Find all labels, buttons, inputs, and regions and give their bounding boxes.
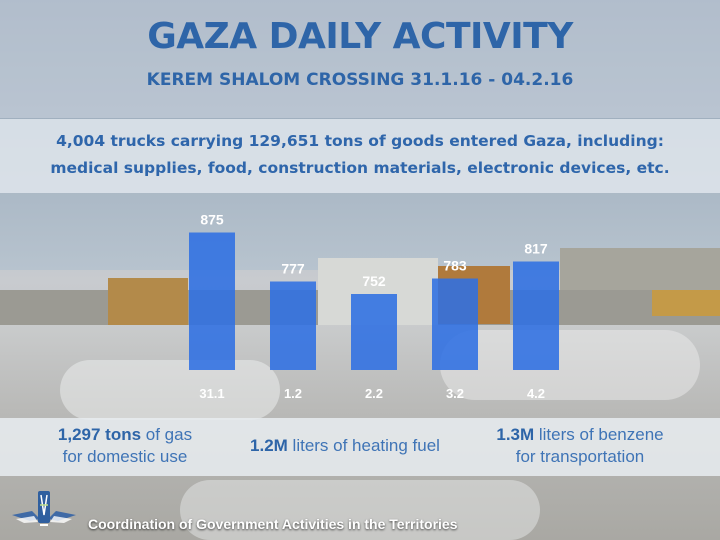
- summary-line-1: 4,004 trucks carrying 129,651 tons of go…: [56, 132, 664, 150]
- sacks-highlight: [60, 360, 280, 420]
- stat-gas-label: of gas: [141, 425, 193, 444]
- bar-value-label: 817: [524, 241, 548, 257]
- bar-2.2: [351, 294, 397, 370]
- stat-gas-sublabel: for domestic use: [62, 447, 188, 466]
- stat-benzene-value: 1.3M: [496, 425, 535, 444]
- sacks-highlight: [180, 480, 540, 540]
- summary-text: 4,004 trucks carrying 129,651 tons of go…: [0, 128, 720, 182]
- stat-gas: 1,297 tons of gas for domestic use: [40, 424, 210, 468]
- stats-band: [0, 418, 720, 476]
- building-right: [560, 248, 720, 290]
- cogat-emblem-icon: [12, 491, 76, 526]
- x-tick-label: 2.2: [365, 386, 383, 401]
- stat-benzene-label: liters of benzene: [534, 425, 664, 444]
- bar-3.2: [432, 278, 478, 370]
- x-tick-label: 4.2: [527, 386, 545, 401]
- stat-fuel-value: 1.2M: [250, 436, 288, 455]
- bar-1.2: [270, 281, 316, 370]
- stat-benzene-sublabel: for transportation: [515, 447, 645, 466]
- title-block: [0, 0, 720, 118]
- page-title: GAZA DAILY ACTIVITY: [147, 16, 573, 57]
- footer-organization: Coordination of Government Activities in…: [88, 516, 458, 532]
- stat-fuel: 1.2M liters of heating fuel: [230, 435, 460, 457]
- stat-gas-value: 1,297 tons: [57, 425, 142, 444]
- bar-value-label: 752: [362, 273, 386, 289]
- bar-value-label: 777: [281, 261, 305, 277]
- stat-fuel-label: liters of heating fuel: [287, 436, 440, 455]
- summary-band: [0, 119, 720, 193]
- summary-line-2: medical supplies, food, construction mat…: [50, 159, 670, 177]
- bar-value-label: 783: [443, 258, 467, 274]
- bar-31.1: [189, 232, 235, 370]
- x-tick-label: 31.1: [199, 386, 224, 401]
- stat-benzene: 1.3M liters of benzene for transportatio…: [480, 424, 680, 468]
- sacks-highlight: [440, 330, 700, 400]
- x-tick-label: 3.2: [446, 386, 464, 401]
- page-subtitle: KEREM SHALOM CROSSING 31.1.16 - 04.2.16: [146, 70, 574, 90]
- x-tick-label: 1.2: [284, 386, 302, 401]
- bar-value-label: 875: [200, 212, 224, 228]
- bar-4.2: [513, 261, 559, 370]
